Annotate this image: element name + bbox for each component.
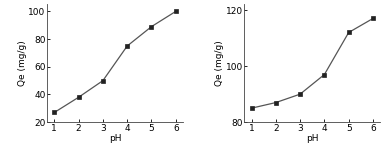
Y-axis label: Qe (mg/g): Qe (mg/g) (215, 40, 224, 86)
X-axis label: pH: pH (306, 134, 318, 143)
X-axis label: pH: pH (109, 134, 121, 143)
Y-axis label: Qe (mg/g): Qe (mg/g) (18, 40, 27, 86)
